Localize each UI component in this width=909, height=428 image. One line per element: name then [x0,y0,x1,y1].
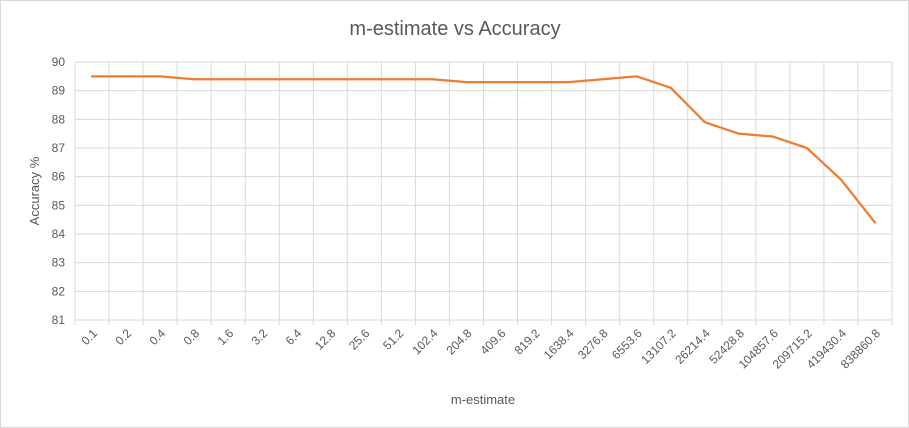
y-tick-label: 88 [52,112,66,126]
y-tick-label: 85 [52,198,66,212]
data-point [465,81,468,84]
x-tick-label: 6.4 [283,326,305,348]
x-tick-label: 204.8 [443,326,474,357]
y-tick-label: 84 [52,227,66,241]
data-point [533,81,536,84]
data-point [397,78,400,81]
data-point [261,78,264,81]
y-tick-label: 83 [52,256,66,270]
data-point [227,78,230,81]
y-axis-title: Accuracy % [27,156,42,225]
x-tick-label: 3276.8 [575,326,611,362]
data-point [737,132,740,135]
x-tick-label: 1638.4 [541,326,577,362]
series-line [90,75,877,224]
data-point [499,81,502,84]
data-point [805,147,808,149]
x-tick-label: 819.2 [512,326,543,357]
data-point [329,78,332,81]
x-tick-label: 0.2 [112,326,134,348]
data-point [771,135,774,138]
data-point [159,75,162,78]
x-axis-title: m-estimate [451,392,515,407]
x-tick-label: 25.6 [346,326,373,353]
y-tick-label: 87 [52,141,66,155]
x-tick-label: 51.2 [380,326,407,353]
y-tick-label: 86 [52,170,66,184]
data-point [125,75,128,78]
x-tick-label: 0.1 [78,326,100,348]
y-tick-label: 89 [52,84,66,98]
x-tick-label: 409.6 [478,326,509,357]
data-point [635,75,638,78]
data-point [363,78,366,81]
x-tick-label: 13107.2 [638,326,679,367]
x-tick-label: 0.4 [147,326,169,348]
y-tick-label: 90 [52,55,66,69]
y-tick-labels: 81 82 83 84 85 86 87 88 89 90 [52,55,66,327]
y-tick-label: 82 [52,284,66,298]
data-point [91,75,94,78]
gridlines [74,61,893,325]
x-tick-labels: 0.1 0.2 0.4 0.8 1.6 3.2 6.4 12.8 25.6 51.2 102.4 20… [78,326,883,372]
x-tick-label: 1.6 [215,326,237,348]
x-tick-label: 102.4 [409,326,440,357]
data-point [839,178,842,181]
data-point [601,78,604,81]
x-tick-label: 0.8 [181,326,203,348]
data-point [567,81,570,84]
chart-title: m-estimate vs Accuracy [349,18,560,40]
series-layer [90,75,877,224]
data-point [669,86,672,89]
data-point [703,121,706,124]
y-tick-label: 81 [52,313,66,327]
data-point [873,221,876,224]
data-point [295,78,298,81]
x-tick-label: 3.2 [249,326,271,348]
x-tick-label: 26214.4 [672,326,713,367]
data-point [193,78,196,81]
data-point [431,78,434,81]
x-tick-label: 12.8 [312,326,339,353]
